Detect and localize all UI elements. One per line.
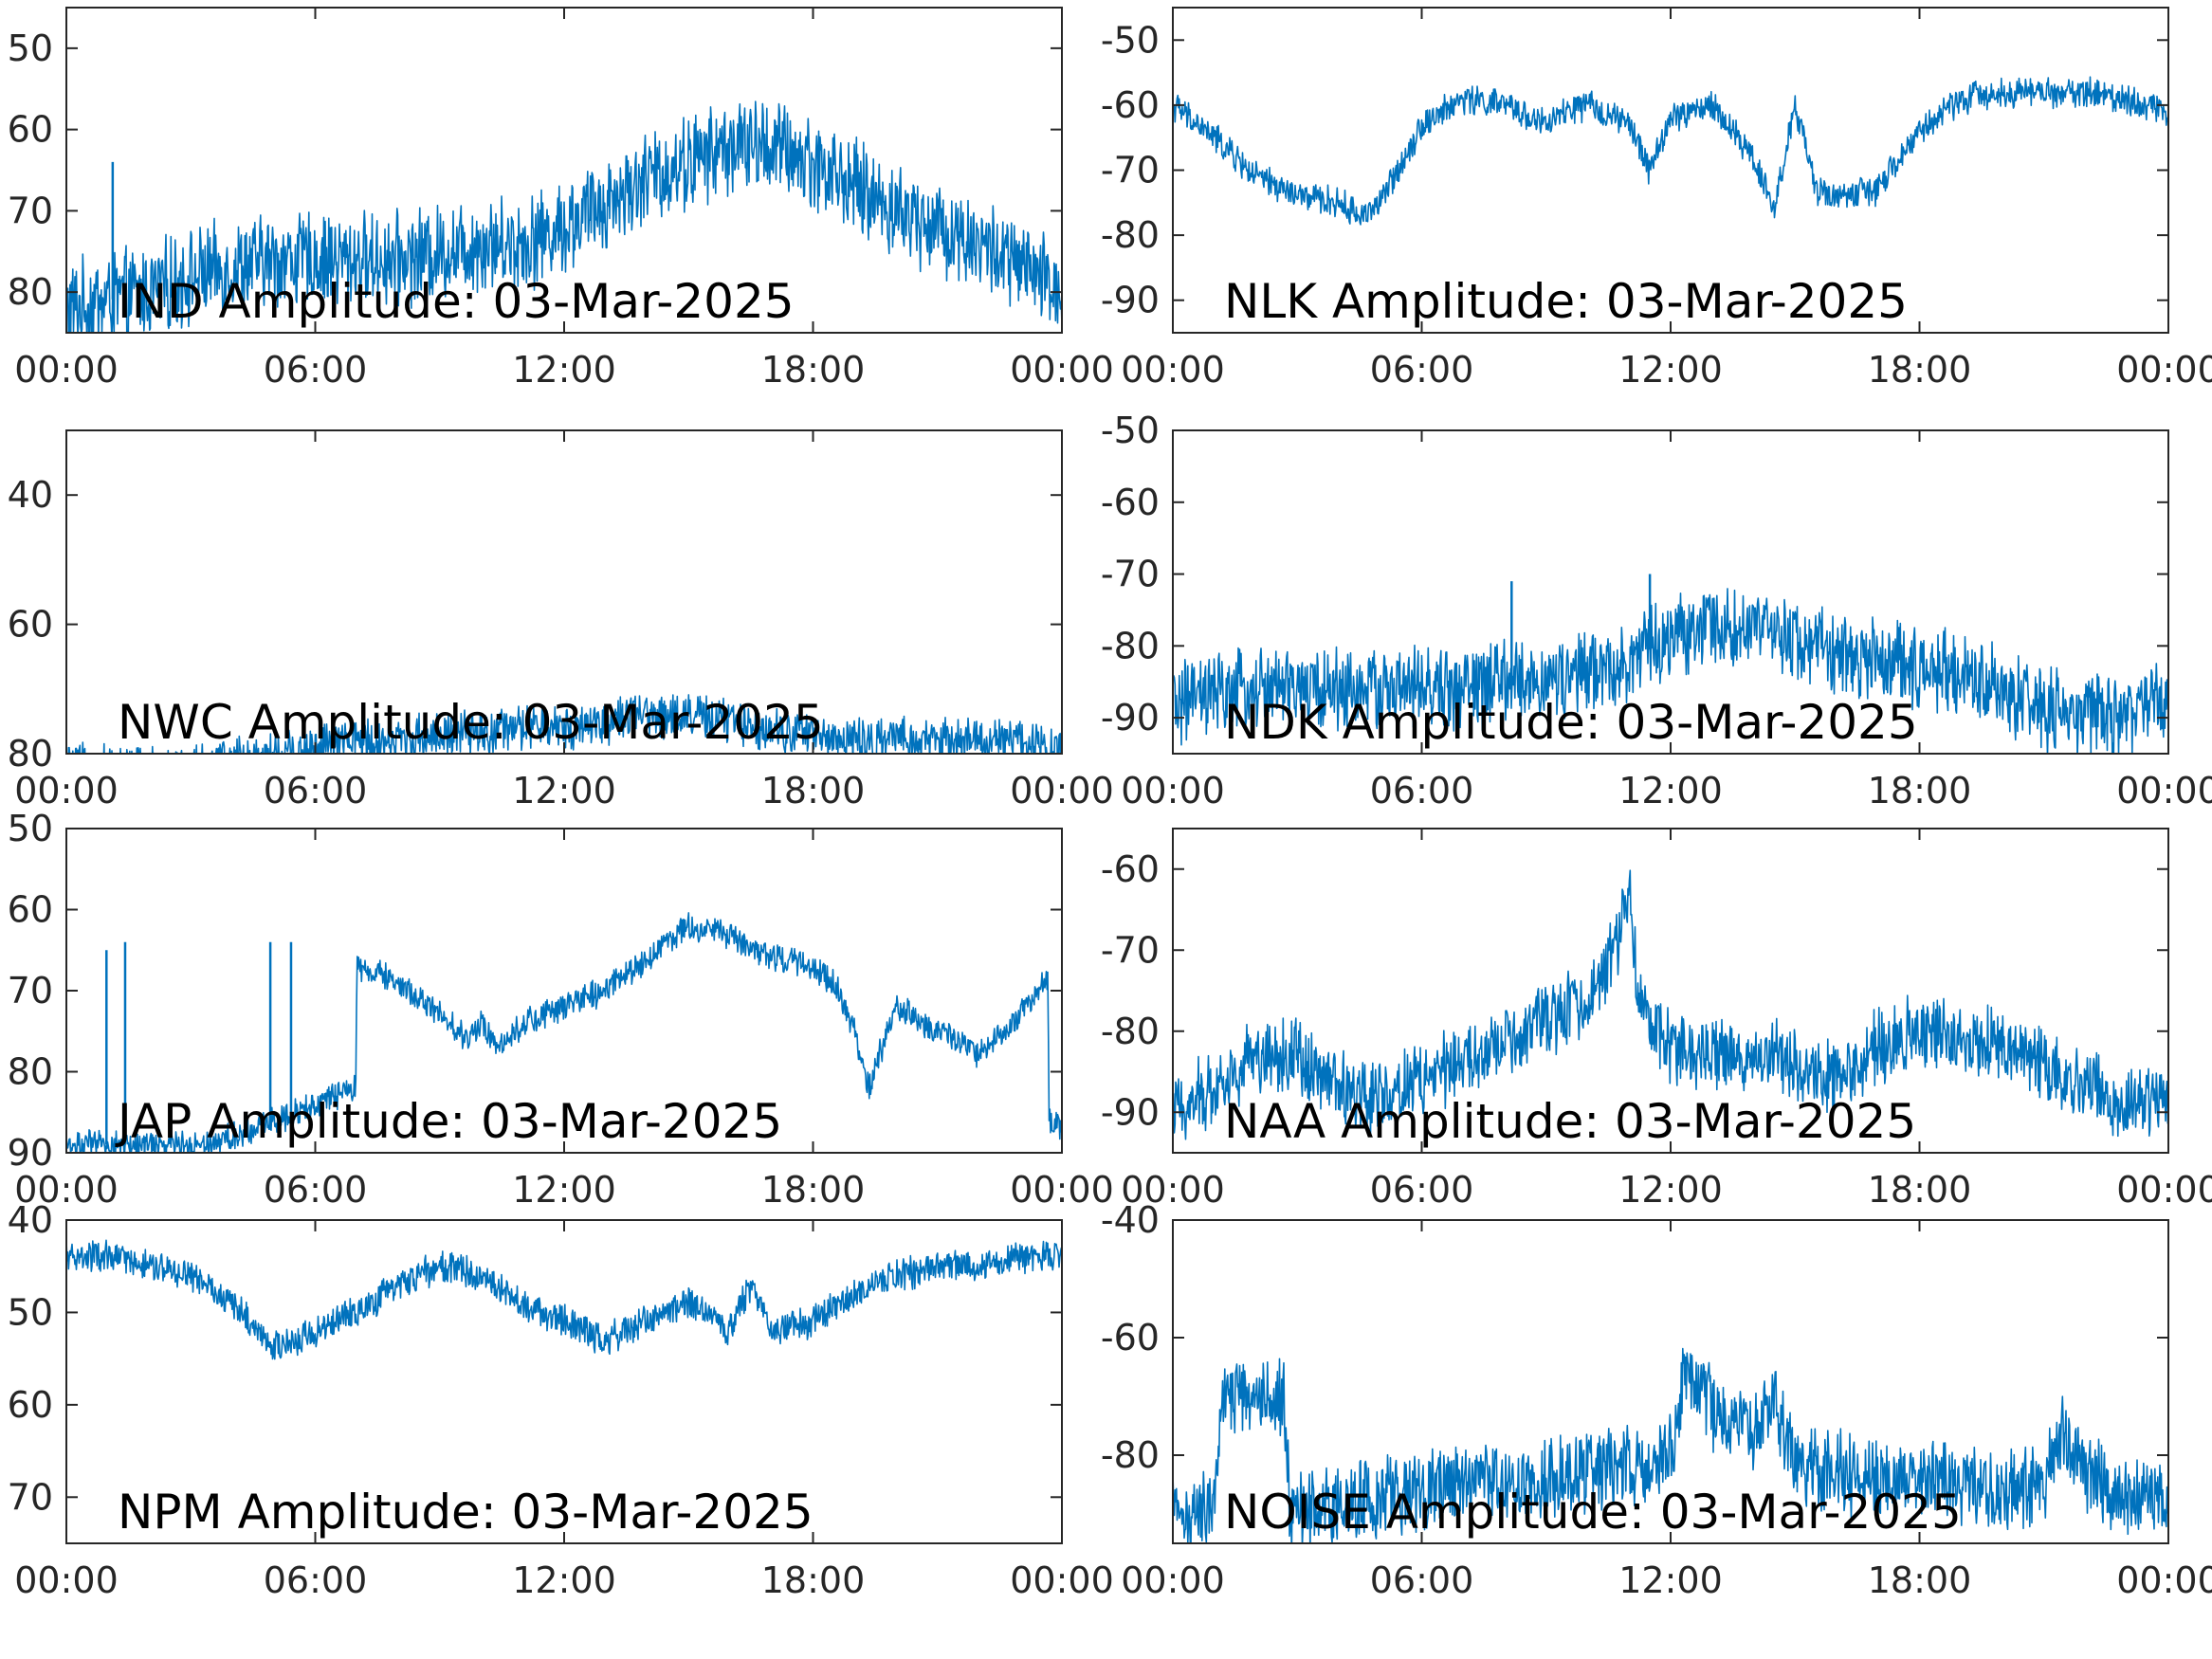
series-line xyxy=(66,100,1062,333)
panel-title: NDK Amplitude: 03-Mar-2025 xyxy=(1224,695,1918,750)
x-tick-label: 00:00 xyxy=(14,1559,119,1601)
y-tick-label: -80 xyxy=(1101,1011,1160,1052)
x-tick-label: 12:00 xyxy=(1618,1169,1723,1211)
panel-title: IND Amplitude: 03-Mar-2025 xyxy=(118,274,795,329)
y-tick-label: -50 xyxy=(1101,410,1160,451)
x-tick-label: 18:00 xyxy=(1868,349,1972,391)
y-tick-label: -50 xyxy=(1101,19,1160,61)
x-tick-label: 00:00 xyxy=(1121,1169,1225,1211)
y-tick-label: -40 xyxy=(1101,1199,1160,1241)
y-tick-label: -70 xyxy=(1101,929,1160,971)
y-tick-label: -90 xyxy=(1101,1091,1160,1133)
x-tick-label: 06:00 xyxy=(264,349,368,391)
panel-6: 00:00 06:00 12:00 18:00 00:00 40 50 60 70 NPM Amp… xyxy=(8,1199,1114,1601)
x-tick-label: 12:00 xyxy=(1618,770,1723,811)
x-tick-label: 06:00 xyxy=(1370,770,1474,811)
y-tick-label: 80 xyxy=(8,271,53,313)
series-line xyxy=(1173,1347,2168,1543)
x-tick-label: 00:00 xyxy=(1121,1559,1225,1601)
y-tick-label: -70 xyxy=(1101,150,1160,191)
panel-title: NLK Amplitude: 03-Mar-2025 xyxy=(1224,274,1908,329)
series-line xyxy=(1173,869,2168,1140)
panel-2: 00:00 06:00 12:00 18:00 00:00 40 60 80 NWC Ampli… xyxy=(8,429,1114,811)
y-tick-label: 70 xyxy=(8,190,53,231)
y-tick-label: -90 xyxy=(1101,697,1160,738)
panel-4: 00:00 06:00 12:00 18:00 00:00 50 60 70 80 90 JAP A… xyxy=(8,808,1114,1211)
x-tick-label: 12:00 xyxy=(512,1169,616,1211)
y-tick-label: 60 xyxy=(8,889,53,931)
x-tick-label: 06:00 xyxy=(1370,1559,1474,1601)
x-tick-label: 06:00 xyxy=(1370,349,1474,391)
x-tick-label: 18:00 xyxy=(1868,1559,1972,1601)
x-tick-label: 00:00 xyxy=(2116,770,2212,811)
series-line xyxy=(1173,76,2168,226)
y-tick-label: -70 xyxy=(1101,554,1160,595)
panel-7: 00:00 06:00 12:00 18:00 00:00 -40 -60 -80 NOISE … xyxy=(1101,1199,2212,1601)
x-tick-label: 00:00 xyxy=(2116,1559,2212,1601)
y-tick-label: -90 xyxy=(1101,280,1160,321)
x-tick-label: 12:00 xyxy=(1618,349,1723,391)
series-line xyxy=(66,912,1062,1153)
x-tick-label: 00:00 xyxy=(14,770,119,811)
x-tick-label: 00:00 xyxy=(1010,1169,1114,1211)
x-tick-label: 00:00 xyxy=(2116,349,2212,391)
x-tick-label: 06:00 xyxy=(264,1559,368,1601)
panel-title: JAP Amplitude: 03-Mar-2025 xyxy=(115,1094,782,1149)
panel-title: NWC Amplitude: 03-Mar-2025 xyxy=(118,695,824,750)
x-tick-label: 12:00 xyxy=(512,770,616,811)
y-tick-label: 50 xyxy=(8,27,53,69)
x-tick-label: 00:00 xyxy=(1010,770,1114,811)
panel-title: NAA Amplitude: 03-Mar-2025 xyxy=(1224,1094,1916,1149)
y-tick-label: 90 xyxy=(8,1132,53,1174)
x-tick-label: 18:00 xyxy=(761,1559,866,1601)
x-tick-label: 18:00 xyxy=(761,1169,866,1211)
panel-title: NPM Amplitude: 03-Mar-2025 xyxy=(118,1485,814,1540)
y-tick-label: -80 xyxy=(1101,214,1160,256)
y-tick-label: -60 xyxy=(1101,848,1160,890)
x-tick-label: 18:00 xyxy=(761,770,866,811)
x-tick-label: 12:00 xyxy=(512,1559,616,1601)
x-tick-label: 06:00 xyxy=(264,1169,368,1211)
y-tick-label: 50 xyxy=(8,1291,53,1333)
panel-5: 00:00 06:00 12:00 18:00 00:00 -60 -70 -80 -90 NAA… xyxy=(1101,828,2212,1211)
series-line xyxy=(66,694,1062,754)
x-tick-label: 00:00 xyxy=(14,1169,119,1211)
x-tick-label: 12:00 xyxy=(512,349,616,391)
y-tick-label: -80 xyxy=(1101,1434,1160,1476)
panel-3: 00:00 06:00 12:00 18:00 00:00 -50 -60 -70 -80 -90… xyxy=(1101,410,2212,811)
x-tick-label: 00:00 xyxy=(14,349,119,391)
x-tick-label: 00:00 xyxy=(1121,770,1225,811)
y-tick-label: 60 xyxy=(8,604,53,646)
y-tick-label: 80 xyxy=(8,1051,53,1093)
x-tick-label: 00:00 xyxy=(1010,349,1114,391)
x-tick-label: 18:00 xyxy=(761,349,866,391)
panel-title: NOISE Amplitude: 03-Mar-2025 xyxy=(1224,1485,1962,1540)
x-tick-label: 00:00 xyxy=(1010,1559,1114,1601)
y-tick-label: 40 xyxy=(8,1199,53,1241)
x-tick-label: 06:00 xyxy=(1370,1169,1474,1211)
x-tick-label: 18:00 xyxy=(1868,770,1972,811)
y-tick-label: -60 xyxy=(1101,482,1160,523)
x-tick-label: 18:00 xyxy=(1868,1169,1972,1211)
y-tick-label: 70 xyxy=(8,970,53,1012)
y-tick-label: -60 xyxy=(1101,84,1160,126)
x-tick-label: 06:00 xyxy=(264,770,368,811)
series-line xyxy=(1173,588,2168,754)
y-tick-label: 50 xyxy=(8,808,53,849)
x-tick-label: 00:00 xyxy=(2116,1169,2212,1211)
y-tick-label: -80 xyxy=(1101,625,1160,666)
series-line xyxy=(66,1239,1062,1360)
y-tick-label: 70 xyxy=(8,1476,53,1518)
y-tick-label: 80 xyxy=(8,733,53,775)
panel-1: 00:00 06:00 12:00 18:00 00:00 -50 -60 -70 -80 -90… xyxy=(1101,7,2212,391)
y-tick-label: 60 xyxy=(8,109,53,151)
x-tick-label: 00:00 xyxy=(1121,349,1225,391)
x-tick-label: 12:00 xyxy=(1618,1559,1723,1601)
y-tick-label: -60 xyxy=(1101,1317,1160,1358)
panel-0: 00:00 06:00 12:00 18:00 00:00 50 60 70 80 IND Amp… xyxy=(8,7,1114,391)
y-tick-label: 40 xyxy=(8,474,53,516)
y-tick-label: 60 xyxy=(8,1384,53,1426)
